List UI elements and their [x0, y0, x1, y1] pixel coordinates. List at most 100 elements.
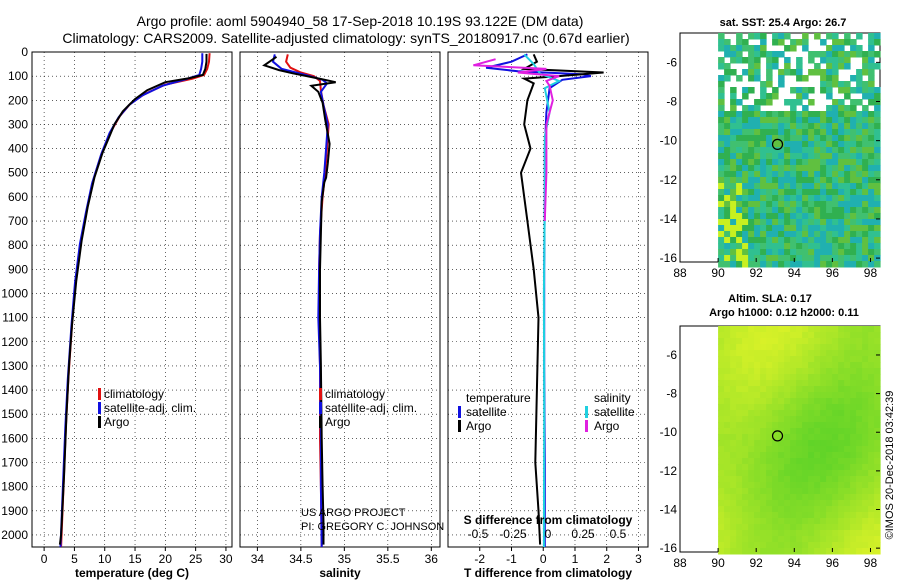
map-cell: [736, 111, 743, 118]
map-cell: [856, 512, 863, 519]
map-cell: [718, 231, 725, 238]
map-cell: [754, 386, 761, 393]
map-cell: [862, 500, 869, 507]
map-cell: [718, 201, 725, 208]
map-cell: [736, 201, 743, 208]
map-cell: [790, 249, 797, 256]
map-cell: [820, 225, 827, 232]
map-cell: [742, 458, 749, 465]
map-cell: [862, 57, 869, 64]
map-cell: [748, 410, 755, 417]
map-cell: [748, 45, 755, 52]
map-cell: [730, 255, 737, 262]
map-cell: [826, 326, 833, 333]
map-cell: [826, 548, 833, 555]
map-cell: [862, 326, 869, 333]
map-cell: [790, 500, 797, 507]
map-cell: [874, 338, 881, 345]
map-cell: [814, 386, 821, 393]
map-cell: [730, 506, 737, 513]
map-cell: [754, 117, 761, 124]
map-cell: [724, 530, 731, 537]
map-cell: [754, 494, 761, 501]
map-cell: [754, 183, 761, 190]
map-cell: [760, 261, 767, 268]
map-cell: [868, 518, 875, 525]
map-cell: [766, 386, 773, 393]
map-cell: [802, 512, 809, 519]
map-cell: [778, 171, 785, 178]
map-cell: [724, 434, 731, 441]
map-cell: [832, 428, 839, 435]
map-cell: [748, 183, 755, 190]
map-cell: [856, 458, 863, 465]
map-cell: [832, 183, 839, 190]
map-cell: [814, 404, 821, 411]
map-cell: [862, 494, 869, 501]
map-cell: [790, 153, 797, 160]
map-cell: [808, 452, 815, 459]
map-cell: [820, 255, 827, 262]
map-cell: [808, 165, 815, 172]
map-cell: [736, 344, 743, 351]
map-cell: [796, 93, 803, 100]
map-cell: [790, 542, 797, 549]
map-cell: [856, 416, 863, 423]
map-cell: [742, 536, 749, 543]
map-cell: [748, 470, 755, 477]
map-cell: [850, 45, 857, 52]
map-cell: [718, 512, 725, 519]
map-cell: [844, 536, 851, 543]
map-cell: [736, 458, 743, 465]
map-cell: [730, 153, 737, 160]
map-cell: [874, 548, 881, 555]
map-cell: [772, 171, 779, 178]
map-cell: [772, 404, 779, 411]
map-cell: [766, 530, 773, 537]
map-cell: [778, 39, 785, 46]
map-cell: [730, 147, 737, 154]
map-cell: [844, 350, 851, 357]
map-cell: [730, 548, 737, 555]
map-cell: [808, 350, 815, 357]
map-cell: [868, 195, 875, 202]
map-cell: [724, 147, 731, 154]
map-cell: [742, 153, 749, 160]
map-cell: [874, 135, 881, 142]
map-cell: [874, 374, 881, 381]
map-cell: [772, 356, 779, 363]
map-cell: [790, 488, 797, 495]
map-cell: [838, 446, 845, 453]
map-cell: [844, 494, 851, 501]
map-cell: [802, 225, 809, 232]
map-cell: [730, 171, 737, 178]
map-cell: [718, 147, 725, 154]
map-cell: [826, 440, 833, 447]
map-cell: [820, 261, 827, 268]
map-cell: [796, 356, 803, 363]
map-cell: [832, 416, 839, 423]
map-cell: [766, 147, 773, 154]
map-cell: [826, 350, 833, 357]
map-cell: [862, 159, 869, 166]
map-cell: [832, 410, 839, 417]
map-cell: [868, 81, 875, 88]
map-cell: [820, 51, 827, 58]
map-cell: [844, 147, 851, 154]
map-cell: [820, 81, 827, 88]
map-cell: [790, 237, 797, 244]
map-cell: [742, 356, 749, 363]
map-cell: [790, 548, 797, 555]
series-line-s-argo: [473, 58, 560, 222]
map-cell: [802, 488, 809, 495]
map-cell: [790, 362, 797, 369]
map-cell: [748, 171, 755, 178]
map-cell: [838, 51, 845, 58]
map-cell: [832, 452, 839, 459]
map-cell: [862, 464, 869, 471]
legend-swatch-satellite: [98, 402, 101, 414]
map-cell: [742, 506, 749, 513]
map-cell: [778, 518, 785, 525]
map-cell: [766, 183, 773, 190]
map-cell: [784, 506, 791, 513]
